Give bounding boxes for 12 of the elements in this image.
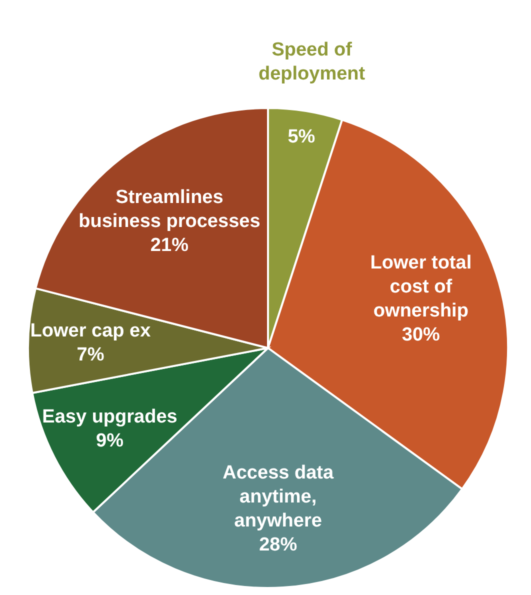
slice-label: Access data anytime, anywhere (222, 462, 334, 532)
slice-label: Lower total cost of ownership (370, 252, 472, 322)
data-label: 21% (150, 234, 189, 256)
slice-label: Lower cap ex (30, 320, 152, 342)
data-label: 7% (76, 344, 104, 366)
data-label: 28% (259, 534, 298, 556)
data-label: 9% (96, 430, 124, 452)
data-label: 5% (288, 126, 316, 148)
slice-label: Speed of deployment (258, 39, 366, 84)
slice-label: Easy upgrades (42, 406, 178, 428)
data-label: 30% (402, 324, 440, 346)
slice-label: Streamlines business processes (78, 186, 260, 232)
